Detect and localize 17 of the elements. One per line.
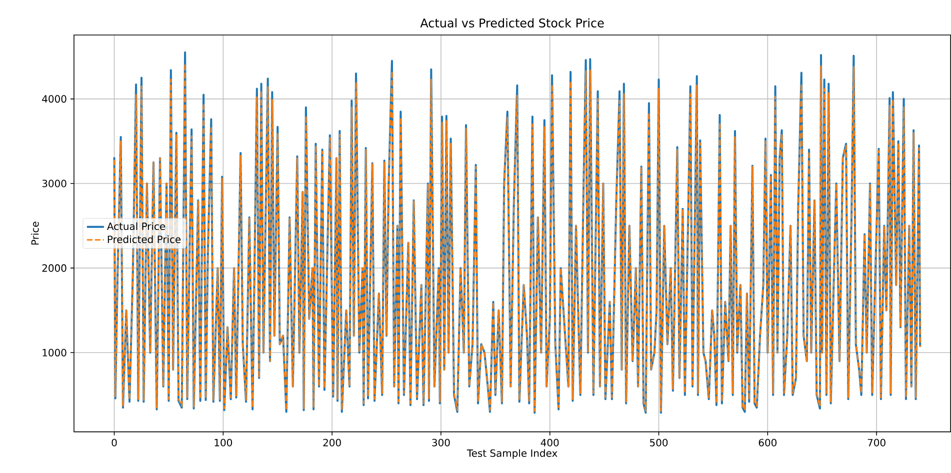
x-axis-title: Test Sample Index bbox=[466, 449, 558, 459]
x-tick-label: 300 bbox=[432, 438, 450, 446]
x-tick-label: 200 bbox=[323, 438, 341, 446]
x-tick-label: 700 bbox=[868, 438, 886, 446]
y-tick-label: 4000 bbox=[42, 95, 66, 103]
x-tick-label: 0 bbox=[112, 438, 117, 446]
y-tick-label: 3000 bbox=[42, 180, 66, 188]
chart-title: Actual vs Predicted Stock Price bbox=[420, 18, 604, 28]
y-tick-label: 2000 bbox=[42, 264, 66, 272]
y-tick-label: 1000 bbox=[42, 348, 66, 357]
x-tick-label: 400 bbox=[540, 438, 559, 446]
y-axis-title: Price bbox=[31, 222, 39, 245]
legend-label: Predicted Price bbox=[108, 235, 181, 244]
legend-label: Actual Price bbox=[106, 222, 166, 230]
x-tick-label: 600 bbox=[758, 438, 777, 446]
x-tick-label: 100 bbox=[214, 438, 232, 446]
x-tick-label: 500 bbox=[650, 438, 668, 446]
